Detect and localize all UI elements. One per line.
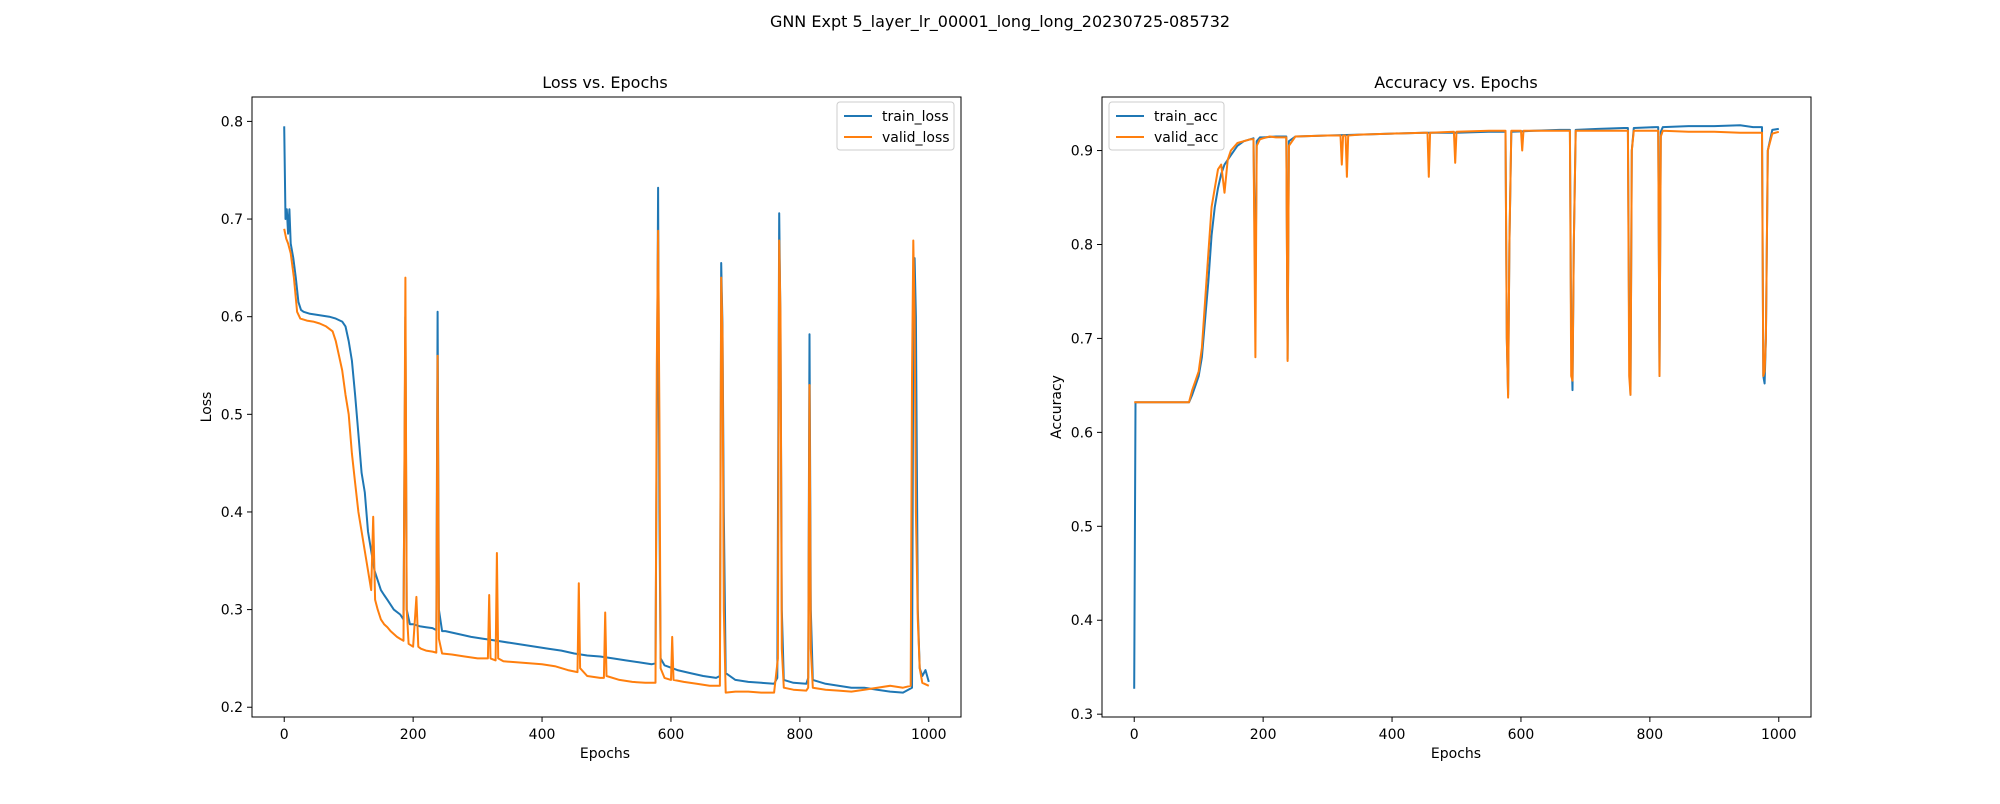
loss-x-tick-label: 400 [529, 727, 556, 743]
accuracy-x-tick-label: 200 [1250, 727, 1277, 743]
loss-x-tick-label: 200 [400, 727, 427, 743]
accuracy-y-tick-label: 0.7 [1071, 331, 1093, 347]
valid-loss-legend-label: valid_loss [882, 130, 950, 146]
accuracy-subplot: Accuracy vs. Epochs 0 200 400 600 800 1000 0.… [1049, 73, 1812, 762]
loss-y-tick-label: 0.3 [221, 603, 243, 619]
loss-y-tick-label: 0.5 [221, 407, 243, 423]
accuracy-y-tick-label: 0.3 [1071, 707, 1093, 723]
loss-y-tick-label: 0.2 [221, 700, 243, 716]
accuracy-x-tick-label: 600 [1508, 727, 1535, 743]
valid-acc-line [1134, 129, 1780, 404]
loss-x-tick-label: 800 [786, 727, 813, 743]
train-loss-line [283, 126, 930, 694]
accuracy-x-axis-label: Epochs [1431, 746, 1481, 762]
figure-suptitle: GNN Expt 5_layer_lr_00001_long_long_2023… [770, 12, 1230, 32]
loss-lines [283, 126, 930, 694]
loss-x-ticks: 0 200 400 600 800 1000 [280, 717, 947, 743]
accuracy-y-tick-label: 0.4 [1071, 613, 1093, 629]
accuracy-x-tick-label: 1000 [1761, 727, 1797, 743]
accuracy-y-tick-label: 0.6 [1071, 425, 1093, 441]
accuracy-x-tick-label: 0 [1130, 727, 1139, 743]
loss-plot-frame [251, 96, 962, 718]
accuracy-y-axis-label: Accuracy [1049, 375, 1065, 439]
loss-y-tick-label: 0.7 [221, 212, 243, 228]
train-acc-legend-label: train_acc [1154, 109, 1218, 125]
loss-y-axis-label: Loss [199, 392, 215, 423]
accuracy-y-ticks: 0.3 0.4 0.5 0.6 0.7 0.8 0.9 [1071, 144, 1102, 723]
accuracy-x-ticks: 0 200 400 600 800 1000 [1130, 717, 1797, 743]
accuracy-y-tick-label: 0.8 [1071, 237, 1093, 253]
loss-y-tick-label: 0.6 [221, 310, 243, 326]
train-loss-legend-label: train_loss [882, 109, 949, 125]
loss-y-tick-label: 0.8 [221, 114, 243, 130]
accuracy-x-tick-label: 800 [1636, 727, 1663, 743]
accuracy-x-tick-label: 400 [1379, 727, 1406, 743]
valid-loss-line [283, 228, 930, 694]
loss-y-tick-label: 0.4 [221, 505, 243, 521]
train-acc-line [1133, 124, 1779, 689]
loss-legend: train_loss valid_loss [836, 101, 955, 151]
loss-subplot: Loss vs. Epochs 0 200 400 600 800 1000 0.2 0.3… [199, 73, 962, 762]
accuracy-y-tick-label: 0.9 [1071, 144, 1093, 160]
accuracy-chart-title: Accuracy vs. Epochs [1374, 73, 1537, 92]
accuracy-legend: train_acc valid_acc [1108, 101, 1225, 151]
loss-y-ticks: 0.2 0.3 0.4 0.5 0.6 0.7 0.8 [221, 114, 252, 716]
loss-x-axis-label: Epochs [580, 746, 630, 762]
valid-acc-legend-label: valid_acc [1154, 130, 1219, 146]
accuracy-lines [1133, 124, 1780, 689]
loss-x-tick-label: 600 [658, 727, 685, 743]
loss-x-tick-label: 0 [280, 727, 289, 743]
accuracy-plot-frame [1101, 96, 1812, 718]
accuracy-y-tick-label: 0.5 [1071, 519, 1093, 535]
loss-x-tick-label: 1000 [911, 727, 947, 743]
loss-chart-title: Loss vs. Epochs [542, 73, 667, 92]
